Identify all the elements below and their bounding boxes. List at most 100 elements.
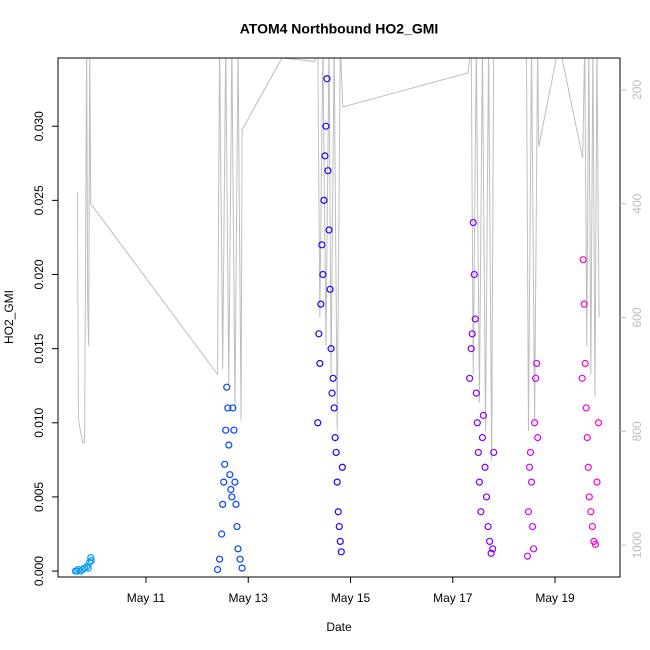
data-point [215, 555, 224, 563]
y2-tick-label: 1000 [630, 531, 644, 558]
y2-tick-label: 600 [630, 307, 644, 327]
data-point [529, 545, 538, 553]
data-point [468, 330, 476, 338]
data-point [330, 404, 338, 412]
data-point [319, 270, 327, 279]
x-tick-label: May 19 [535, 591, 575, 605]
y2-tick-label: 200 [630, 80, 644, 100]
data-point [531, 419, 539, 427]
y-tick-label: 0.030 [32, 111, 46, 141]
data-point [527, 478, 536, 486]
data-point [534, 434, 542, 442]
data-point [229, 404, 237, 412]
data-point [320, 196, 328, 204]
data-point [582, 404, 590, 412]
data-point [482, 493, 491, 501]
data-point [323, 75, 331, 83]
x-tick-label: May 11 [127, 591, 166, 605]
data-point [583, 434, 591, 442]
data-point [481, 463, 489, 471]
data-point [532, 374, 540, 382]
data-point [524, 508, 533, 516]
data-point [594, 419, 603, 427]
x-tick-label: May 15 [331, 591, 371, 605]
data-point [226, 471, 234, 479]
chart-title: ATOM4 Northbound HO2_GMI [240, 21, 439, 37]
data-point [579, 256, 587, 264]
data-point [233, 522, 241, 531]
data-point [321, 152, 329, 160]
y-tick-label: 0.000 [32, 556, 46, 586]
data-point [224, 404, 232, 412]
x-axis-label: Date [326, 620, 352, 634]
data-point [477, 508, 485, 516]
data-point [587, 508, 595, 516]
data-point [234, 545, 242, 553]
data-point [331, 434, 339, 442]
y2-tick-label: 400 [630, 193, 644, 213]
data-point [485, 537, 494, 546]
data-point [220, 478, 228, 486]
plot-area [71, 58, 603, 575]
data-point [490, 448, 498, 457]
data-point [578, 374, 586, 382]
data-point [219, 500, 227, 508]
data-point [337, 548, 345, 556]
x-tick-label: May 13 [229, 591, 269, 605]
data-point [326, 285, 334, 293]
data-point [478, 434, 487, 442]
data-point [225, 441, 233, 449]
data-point [584, 463, 592, 471]
data-point [470, 270, 478, 279]
data-point [222, 426, 230, 434]
data-point [227, 485, 235, 494]
data-point [87, 557, 95, 565]
data-point [238, 564, 246, 572]
data-point [327, 345, 335, 353]
data-point [338, 463, 346, 471]
data-point [484, 522, 492, 531]
data-point [580, 300, 588, 308]
data-point [332, 448, 340, 457]
x-tick-label: May 17 [433, 591, 473, 605]
data-point [472, 389, 480, 397]
data-point [228, 493, 236, 501]
y-tick-label: 0.005 [32, 482, 46, 512]
data-point [526, 448, 535, 457]
y-tick-label: 0.025 [32, 185, 46, 215]
data-point [315, 330, 323, 338]
data-point [213, 565, 222, 574]
pressure-line [76, 58, 600, 460]
data-point [479, 411, 488, 419]
data-point [317, 300, 325, 308]
data-point [86, 558, 94, 566]
y2-tick-label: 800 [630, 421, 644, 441]
y-tick-label: 0.010 [32, 407, 46, 437]
data-point [489, 545, 497, 553]
data-point [328, 389, 336, 397]
data-point [525, 463, 534, 471]
data-point [523, 552, 532, 560]
data-point [87, 554, 95, 562]
data-point [325, 226, 333, 234]
data-point [318, 241, 326, 249]
data-point [223, 383, 231, 391]
data-point [588, 522, 596, 531]
data-point [528, 522, 537, 531]
data-point [230, 426, 238, 434]
data-point [533, 359, 541, 368]
data-point [336, 537, 344, 546]
y-axis-label: HO2_GMI [2, 290, 16, 344]
data-point [475, 478, 483, 486]
data-point [218, 530, 226, 538]
y-tick-label: 0.015 [32, 333, 46, 363]
data-point [471, 315, 479, 323]
data-point [232, 500, 240, 508]
data-point [474, 448, 482, 457]
data-point [581, 359, 589, 368]
data-point [469, 218, 477, 227]
data-point [473, 419, 481, 427]
data-point [231, 478, 239, 486]
data-point [322, 122, 330, 130]
